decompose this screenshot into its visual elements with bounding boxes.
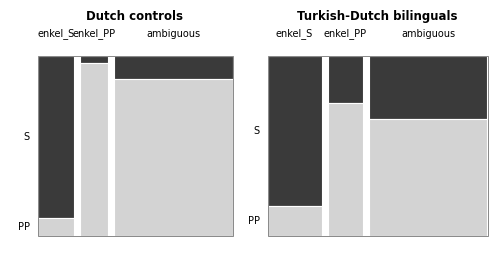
Text: S: S — [24, 132, 30, 142]
Text: enkel_PP: enkel_PP — [72, 28, 116, 39]
Text: ambiguous: ambiguous — [146, 29, 200, 39]
Text: PP: PP — [18, 222, 30, 232]
Text: ambiguous: ambiguous — [401, 29, 456, 39]
Text: enkel_PP: enkel_PP — [324, 28, 367, 39]
Text: PP: PP — [248, 216, 260, 226]
Text: Turkish-Dutch bilinguals: Turkish-Dutch bilinguals — [297, 10, 458, 23]
Text: S: S — [254, 126, 260, 136]
Text: enkel_S: enkel_S — [276, 28, 313, 39]
Text: Dutch controls: Dutch controls — [86, 10, 184, 23]
Text: enkel_S: enkel_S — [37, 28, 74, 39]
